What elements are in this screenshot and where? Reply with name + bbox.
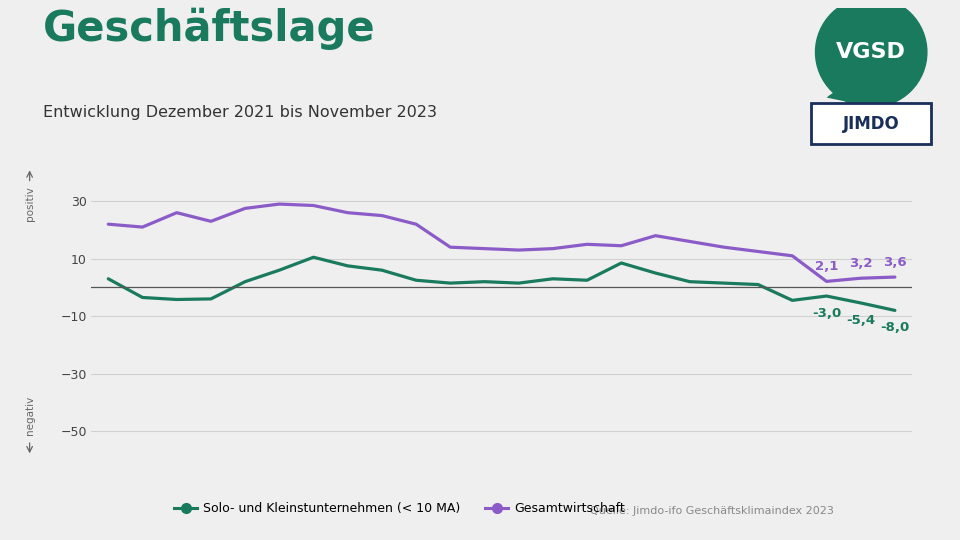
FancyBboxPatch shape: [811, 103, 931, 144]
Text: -8,0: -8,0: [880, 321, 909, 334]
Text: 3,6: 3,6: [883, 256, 906, 269]
Text: positiv: positiv: [25, 186, 35, 221]
Text: negativ: negativ: [25, 396, 35, 435]
Text: Quelle: Jimdo-ifo Geschäftsklimaindex 2023: Quelle: Jimdo-ifo Geschäftsklimaindex 20…: [590, 505, 834, 516]
Text: -3,0: -3,0: [812, 307, 841, 320]
Text: JIMDO: JIMDO: [843, 115, 900, 133]
Text: 2,1: 2,1: [815, 260, 838, 273]
Text: VGSD: VGSD: [836, 42, 906, 62]
Text: Geschäftslage: Geschäftslage: [43, 8, 375, 50]
PathPatch shape: [827, 90, 860, 105]
Circle shape: [815, 0, 927, 107]
Text: 3,2: 3,2: [849, 257, 873, 270]
Text: -5,4: -5,4: [846, 314, 876, 327]
Text: Entwicklung Dezember 2021 bis November 2023: Entwicklung Dezember 2021 bis November 2…: [43, 105, 437, 120]
Legend: Solo- und Kleinstunternehmen (< 10 MA), Gesamtwirtschaft: Solo- und Kleinstunternehmen (< 10 MA), …: [170, 497, 630, 520]
